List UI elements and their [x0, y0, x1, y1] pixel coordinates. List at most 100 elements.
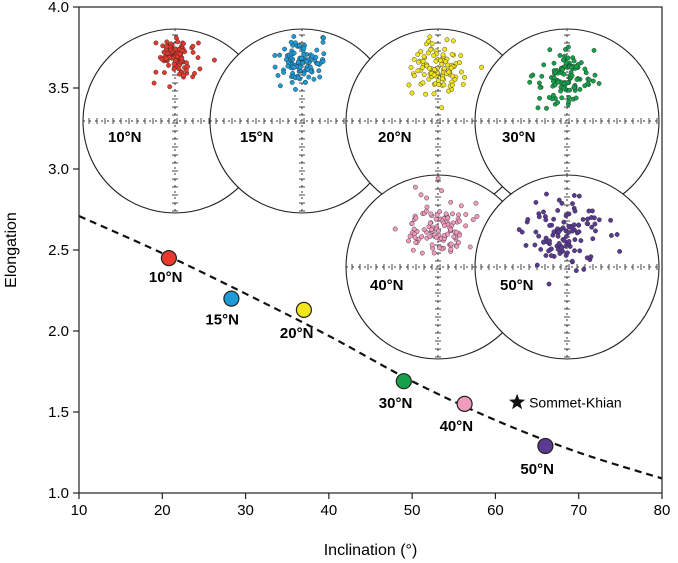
stereonet-data-point	[160, 43, 166, 49]
y-tick-label: 1.0	[48, 485, 69, 502]
stereonet-data-point	[321, 51, 327, 57]
stereonet-data-point	[171, 66, 177, 72]
stereonet-data-point	[195, 40, 201, 46]
stereonet-data-point	[547, 223, 552, 228]
stereonet-data-point	[577, 87, 583, 92]
stereonet-data-point	[551, 92, 556, 98]
stereonet-data-point	[293, 87, 298, 92]
stereonet-data-point	[427, 34, 433, 40]
stereonet-data-point	[527, 79, 533, 85]
stereonet-data-point	[457, 218, 462, 224]
stereonet-data-point	[443, 211, 449, 217]
stereonet-data-point	[292, 40, 298, 46]
stereonet-data-point	[439, 105, 445, 111]
stereonet-data-point	[588, 254, 594, 260]
x-tick-label: 10	[71, 502, 88, 519]
stereonet-data-point	[576, 193, 582, 199]
stereonet-data-point	[525, 217, 531, 222]
stereonet-data-point	[573, 95, 579, 101]
stereonet-data-point	[297, 43, 302, 48]
stereonet-data-point	[165, 50, 171, 56]
stereonet-data-point	[275, 73, 281, 78]
x-axis-title: Inclination (°)	[324, 542, 418, 559]
stereonet-data-point	[519, 229, 525, 235]
stereonet-data-point	[552, 82, 558, 88]
stereonet-data-point	[163, 55, 169, 61]
stereonet-data-point	[420, 59, 426, 64]
y-tick-label: 3.0	[48, 161, 69, 178]
stereonet-data-point	[314, 47, 320, 53]
stereonet-data-point	[281, 70, 286, 75]
stereonet-data-point	[277, 52, 282, 58]
stereonet-data-point	[534, 262, 540, 268]
stereonet-data-point	[556, 229, 562, 235]
x-tick-label: 80	[654, 502, 671, 519]
stereonet-data-point	[434, 212, 440, 218]
stereonet-data-point	[573, 268, 579, 273]
stereonet-data-point	[566, 238, 572, 244]
stereonet-data-point	[304, 59, 309, 64]
stereonet-data-point	[582, 66, 588, 72]
stereonet-data-point	[153, 40, 159, 46]
stereonet-data-point	[420, 80, 426, 86]
stereonet-data-point	[175, 39, 181, 45]
stereonet-data-point	[571, 58, 577, 64]
stereonet-data-point	[564, 233, 569, 239]
stereonet-data-point	[561, 57, 566, 63]
stereonet-data-point	[423, 208, 429, 214]
stereonet-data-point	[590, 236, 596, 242]
stereonet-label: 50°N	[500, 277, 534, 294]
data-point-30n	[395, 373, 412, 390]
stereonet-data-point	[536, 233, 542, 239]
stereonet-data-point	[546, 95, 552, 100]
y-tick-label: 3.5	[48, 80, 69, 97]
stereonet-data-point	[428, 211, 434, 217]
stereonet-data-point	[571, 193, 577, 198]
stereonet-data-point	[436, 245, 442, 251]
stereonet-20n: 20°N	[345, 28, 531, 214]
stereonet-data-point	[551, 60, 557, 66]
stereonet-data-point	[448, 241, 454, 247]
stereonet-data-point	[197, 66, 203, 72]
stereonet-data-point	[411, 73, 417, 79]
stereonet-data-point	[429, 242, 435, 248]
stereonet-data-point	[456, 212, 461, 218]
stereonet-data-point	[462, 75, 467, 80]
stereonet-data-point	[569, 64, 574, 70]
stereonet-data-point	[559, 67, 565, 73]
stereonet-data-point	[569, 73, 575, 79]
stereonet-data-point	[192, 71, 197, 76]
stereonet-data-point	[151, 80, 157, 86]
stereonet-data-point	[415, 68, 421, 74]
data-point-20n	[295, 301, 312, 318]
stereonet-data-point	[446, 69, 452, 75]
stereonet-data-point	[454, 229, 459, 235]
stereonet-data-point	[411, 56, 417, 62]
stereonet-data-point	[574, 77, 580, 82]
stereonet-data-point	[573, 63, 579, 69]
stereonet-data-point	[277, 83, 283, 89]
stereonet-data-point	[541, 209, 546, 215]
stereonet-data-point	[559, 200, 565, 206]
stereonet-data-point	[569, 258, 575, 264]
y-tick-label: 4.0	[48, 0, 69, 16]
stereonet-data-point	[592, 72, 598, 78]
stereonet-label: 10°N	[108, 129, 142, 146]
x-tick-label: 50	[404, 502, 421, 519]
stereonet-data-point	[177, 71, 183, 77]
stereonet-data-point	[608, 217, 613, 223]
stereonet-data-point	[591, 48, 597, 53]
stereonet-data-point	[546, 248, 551, 254]
stereonet-data-point	[177, 51, 183, 57]
stereonet-data-point	[449, 52, 455, 57]
stereonet-data-point	[416, 59, 421, 65]
stereonet-data-point	[427, 220, 433, 226]
stereonet-data-point	[463, 223, 468, 229]
stereonet-data-point	[528, 73, 534, 79]
stereonet-data-point	[614, 232, 620, 237]
stereonet-data-point	[418, 192, 424, 198]
stereonet-data-point	[564, 250, 570, 256]
y-tick-label: 2.0	[48, 323, 69, 340]
stereonet-data-point	[291, 65, 297, 70]
